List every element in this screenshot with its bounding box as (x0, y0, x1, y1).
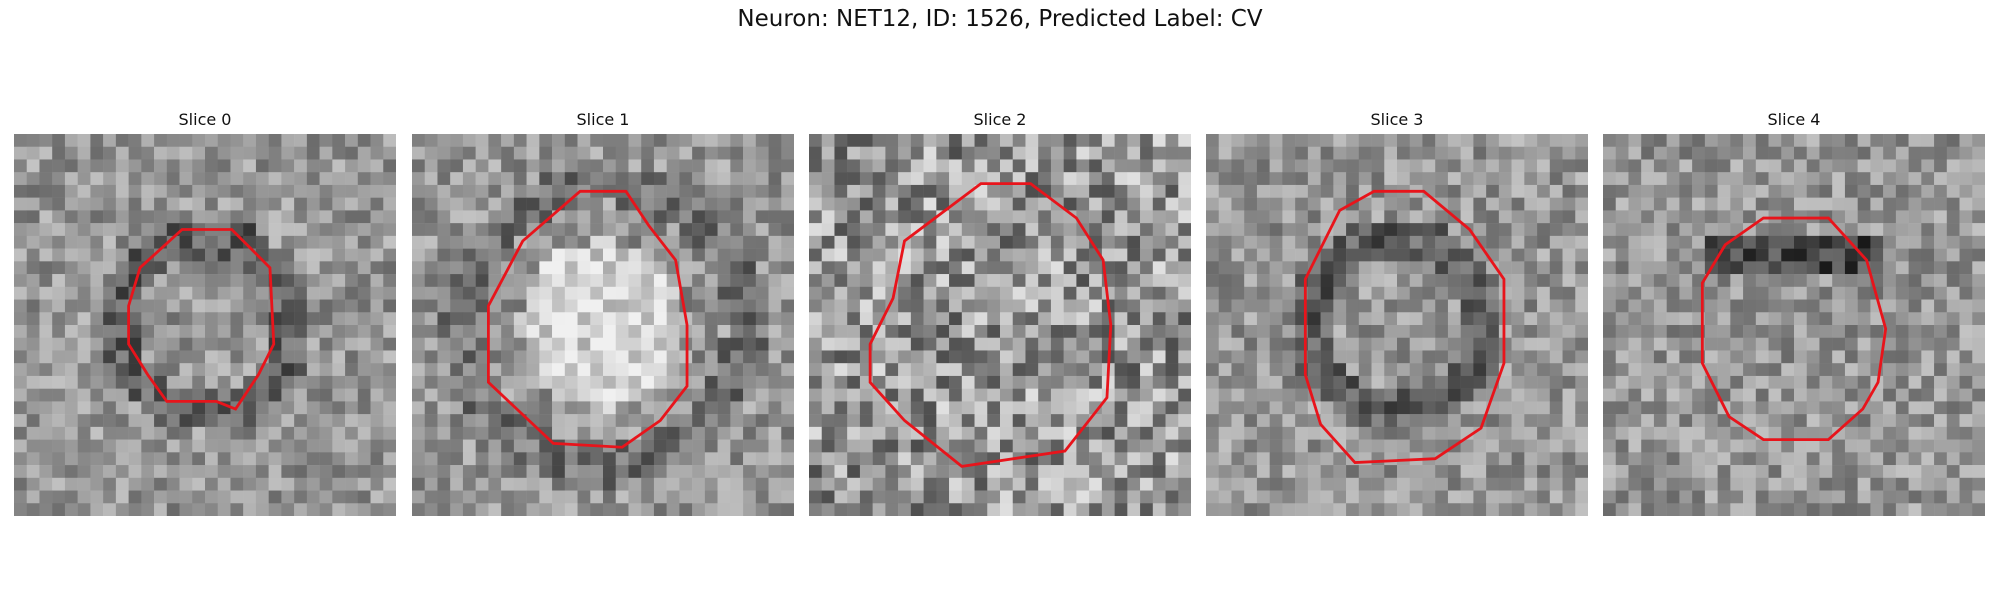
slice-image (1603, 134, 1985, 516)
slice-title: Slice 1 (576, 110, 630, 129)
slice-title: Slice 3 (1370, 110, 1424, 129)
roi-contour (486, 189, 689, 449)
roi-contour (868, 182, 1113, 468)
roi-contour (127, 228, 276, 411)
slice-image (809, 134, 1191, 516)
slice-title: Slice 4 (1767, 110, 1821, 129)
slice-title: Slice 0 (178, 110, 232, 129)
slice-image (14, 134, 396, 516)
roi-contour (1303, 189, 1506, 464)
slice-panel-0: Slice 0 (14, 108, 396, 516)
slice-image (412, 134, 794, 516)
slice-panel-1: Slice 1 (412, 108, 794, 516)
roi-contour (1700, 216, 1888, 442)
figure-title: Neuron: NET12, ID: 1526, Predicted Label… (737, 6, 1263, 32)
slice-panel-4: Slice 4 (1603, 108, 1985, 516)
slice-panel-2: Slice 2 (809, 108, 1191, 516)
slice-image (1206, 134, 1588, 516)
slice-panel-3: Slice 3 (1206, 108, 1588, 516)
slice-title: Slice 2 (973, 110, 1027, 129)
